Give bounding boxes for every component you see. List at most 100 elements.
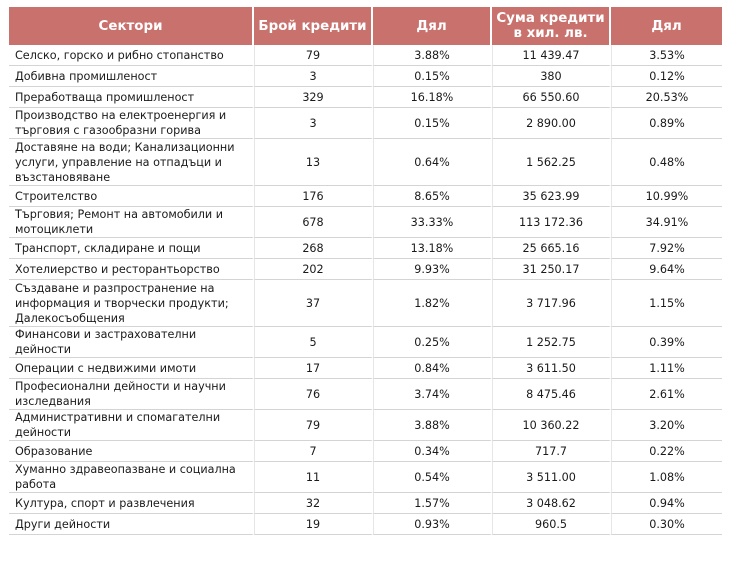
header-amount-line2: в хил. лв.: [513, 26, 588, 41]
table-row: Добивна промишленост 3 0.15% 380 0.12%: [9, 66, 722, 87]
cell-amount: 35 623.99: [492, 186, 611, 207]
cell-count-share: 0.64%: [373, 139, 492, 186]
cell-count-share: 1.57%: [373, 493, 492, 514]
cell-count: 11: [254, 462, 373, 493]
cell-count: 19: [254, 514, 373, 535]
cell-amount: 3 717.96: [492, 280, 611, 327]
cell-amount-share: 1.11%: [611, 358, 722, 379]
cell-count: 202: [254, 259, 373, 280]
cell-sector: Преработваща промишленост: [9, 87, 254, 108]
header-row: Сектори Брой кредити Дял Сума кредити в …: [9, 7, 722, 45]
cell-count-share: 9.93%: [373, 259, 492, 280]
cell-count: 329: [254, 87, 373, 108]
table-row: Производство на електроенергия и търгови…: [9, 108, 722, 139]
cell-sector: Търговия; Ремонт на автомобили и мотоцик…: [9, 207, 254, 238]
cell-amount: 10 360.22: [492, 410, 611, 441]
table-row: Образование 7 0.34% 717.7 0.22%: [9, 441, 722, 462]
sector-loans-table: Сектори Брой кредити Дял Сума кредити в …: [9, 7, 722, 535]
cell-amount: 1 252.75: [492, 327, 611, 358]
cell-count: 7: [254, 441, 373, 462]
cell-amount-share: 1.08%: [611, 462, 722, 493]
cell-sector: Професионални дейности и научни изследва…: [9, 379, 254, 410]
table-row: Административни и спомагателни дейности 7…: [9, 410, 722, 441]
cell-amount-share: 3.20%: [611, 410, 722, 441]
cell-count-share: 0.15%: [373, 108, 492, 139]
cell-amount-share: 7.92%: [611, 238, 722, 259]
cell-sector: Производство на електроенергия и търгови…: [9, 108, 254, 139]
cell-sector: Култура, спорт и развлечения: [9, 493, 254, 514]
cell-sector: Операции с недвижими имоти: [9, 358, 254, 379]
cell-amount-share: 10.99%: [611, 186, 722, 207]
header-count-share: Дял: [373, 7, 492, 45]
cell-amount-share: 2.61%: [611, 379, 722, 410]
cell-count: 13: [254, 139, 373, 186]
sector-loans-table-container: Сектори Брой кредити Дял Сума кредити в …: [9, 7, 722, 535]
cell-count: 79: [254, 45, 373, 66]
table-row: Професионални дейности и научни изследва…: [9, 379, 722, 410]
table-row: Доставяне на води; Канализационни услуги…: [9, 139, 722, 186]
table-row: Хотелиерство и ресторантьорство 202 9.93% 3…: [9, 259, 722, 280]
cell-count: 32: [254, 493, 373, 514]
table-row: Операции с недвижими имоти 17 0.84% 3 611.5…: [9, 358, 722, 379]
cell-amount: 11 439.47: [492, 45, 611, 66]
cell-sector: Строителство: [9, 186, 254, 207]
cell-count: 76: [254, 379, 373, 410]
cell-amount: 3 048.62: [492, 493, 611, 514]
cell-sector: Други дейности: [9, 514, 254, 535]
cell-amount: 3 611.50: [492, 358, 611, 379]
cell-count-share: 0.84%: [373, 358, 492, 379]
cell-sector: Финансови и застрахователни дейности: [9, 327, 254, 358]
table-row: Транспорт, складиране и пощи 268 13.18% 25 …: [9, 238, 722, 259]
table-body: Селско, горско и рибно стопанство 79 3.88%…: [9, 45, 722, 535]
cell-amount-share: 1.15%: [611, 280, 722, 327]
cell-sector: Селско, горско и рибно стопанство: [9, 45, 254, 66]
cell-count-share: 3.88%: [373, 410, 492, 441]
cell-amount-share: 34.91%: [611, 207, 722, 238]
table-row: Други дейности 19 0.93% 960.5 0.30%: [9, 514, 722, 535]
header-amount-line1: Сума кредити: [496, 11, 605, 26]
cell-amount-share: 0.22%: [611, 441, 722, 462]
cell-count: 17: [254, 358, 373, 379]
cell-sector: Добивна промишленост: [9, 66, 254, 87]
cell-count-share: 33.33%: [373, 207, 492, 238]
cell-count: 79: [254, 410, 373, 441]
cell-amount: 31 250.17: [492, 259, 611, 280]
table-row: Търговия; Ремонт на автомобили и мотоцик…: [9, 207, 722, 238]
header-amount: Сума кредити в хил. лв.: [492, 7, 611, 45]
table-row: Хуманно здравеопазване и социална работа…: [9, 462, 722, 493]
table-row: Създаване и разпространение на информаци…: [9, 280, 722, 327]
cell-count: 3: [254, 108, 373, 139]
cell-count-share: 16.18%: [373, 87, 492, 108]
header-amount-share: Дял: [611, 7, 722, 45]
table-row: Селско, горско и рибно стопанство 79 3.88%…: [9, 45, 722, 66]
cell-amount-share: 0.30%: [611, 514, 722, 535]
cell-sector: Доставяне на води; Канализационни услуги…: [9, 139, 254, 186]
cell-amount: 960.5: [492, 514, 611, 535]
cell-amount-share: 20.53%: [611, 87, 722, 108]
cell-count-share: 0.25%: [373, 327, 492, 358]
cell-count-share: 1.82%: [373, 280, 492, 327]
cell-amount: 113 172.36: [492, 207, 611, 238]
cell-count: 678: [254, 207, 373, 238]
cell-count-share: 3.74%: [373, 379, 492, 410]
cell-sector: Транспорт, складиране и пощи: [9, 238, 254, 259]
cell-count: 37: [254, 280, 373, 327]
cell-count-share: 0.34%: [373, 441, 492, 462]
cell-count-share: 13.18%: [373, 238, 492, 259]
cell-amount-share: 0.12%: [611, 66, 722, 87]
table-row: Култура, спорт и развлечения 32 1.57% 3 048…: [9, 493, 722, 514]
header-sector: Сектори: [9, 7, 254, 45]
cell-amount-share: 3.53%: [611, 45, 722, 66]
cell-amount: 8 475.46: [492, 379, 611, 410]
cell-count: 176: [254, 186, 373, 207]
cell-sector: Хуманно здравеопазване и социална работа: [9, 462, 254, 493]
cell-sector: Административни и спомагателни дейности: [9, 410, 254, 441]
cell-count-share: 3.88%: [373, 45, 492, 66]
cell-amount-share: 0.48%: [611, 139, 722, 186]
cell-amount: 3 511.00: [492, 462, 611, 493]
cell-count-share: 0.54%: [373, 462, 492, 493]
cell-amount-share: 0.89%: [611, 108, 722, 139]
table-row: Преработваща промишленост 329 16.18% 66 550…: [9, 87, 722, 108]
cell-amount: 1 562.25: [492, 139, 611, 186]
cell-amount-share: 9.64%: [611, 259, 722, 280]
